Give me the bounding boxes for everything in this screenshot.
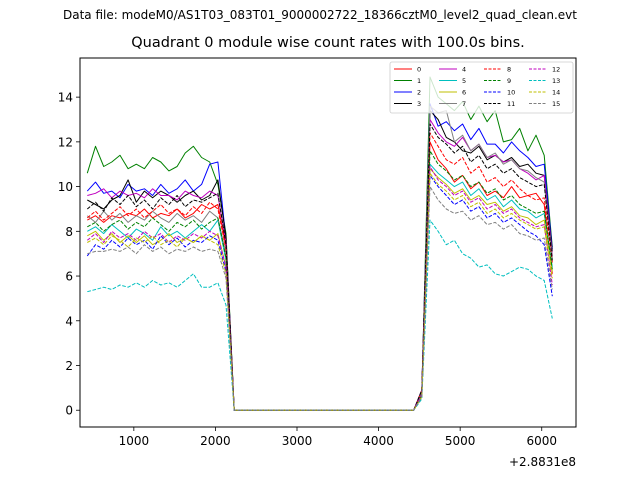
series-line-9: [87, 150, 553, 411]
series-line-0: [87, 141, 553, 411]
figure-suptitle: Data file: modeM0/AS1T03_083T01_90000027…: [63, 8, 577, 22]
x-tick-label: 6000: [526, 434, 557, 448]
series-line-8: [86, 132, 553, 411]
y-tick-label: 4: [65, 314, 73, 328]
legend-label-5: 5: [462, 77, 466, 85]
y-tick-label: 10: [58, 180, 73, 194]
x-offset-label: +2.8831e8: [509, 455, 576, 469]
x-tick-label: 1000: [119, 434, 150, 448]
y-tick-label: 2: [65, 359, 73, 373]
x-tick-label: 3000: [282, 434, 313, 448]
series-line-4: [87, 119, 553, 411]
series-line-11: [86, 123, 553, 411]
legend-frame: [389, 61, 574, 114]
x-tick-label: 4000: [363, 434, 394, 448]
legend-label-14: 14: [552, 88, 560, 96]
x-tick-label: 2000: [200, 434, 231, 448]
legend-label-2: 2: [417, 88, 421, 96]
y-tick-label: 14: [58, 91, 73, 105]
chart-title: Quadrant 0 module wise count rates with …: [131, 35, 525, 51]
series-line-12: [86, 166, 553, 411]
series-line-5: [87, 163, 553, 411]
legend-label-7: 7: [462, 100, 466, 108]
legend-label-15: 15: [552, 100, 560, 108]
series-line-1: [86, 76, 553, 411]
legend-label-8: 8: [507, 65, 511, 73]
axes-frame: [79, 57, 577, 428]
series-line-14: [87, 172, 553, 411]
legend-label-10: 10: [507, 88, 515, 96]
y-tick-label: 8: [65, 225, 73, 239]
series-line-3: [87, 110, 553, 411]
legend-label-13: 13: [552, 77, 560, 85]
series-line-10: [86, 174, 553, 411]
legend-label-12: 12: [552, 65, 560, 73]
legend-label-11: 11: [507, 100, 515, 108]
legend-label-3: 3: [417, 100, 421, 108]
legend-label-1: 1: [417, 77, 421, 85]
y-tick-label: 6: [65, 270, 73, 284]
legend-label-6: 6: [462, 88, 466, 96]
legend-label-9: 9: [507, 77, 511, 85]
y-tick-label: 12: [58, 135, 73, 149]
x-tick-label: 5000: [445, 434, 476, 448]
legend-label-0: 0: [417, 65, 421, 73]
legend-label-4: 4: [462, 65, 466, 73]
y-tick-label: 0: [65, 404, 73, 418]
series-line-15: [87, 186, 553, 411]
series-layer: [86, 76, 553, 411]
series-line-6: [87, 168, 553, 411]
tick-layer: 1000 2000 3000 4000 5000 6000 0 2 4 6 8 10 12 14: [58, 91, 557, 448]
